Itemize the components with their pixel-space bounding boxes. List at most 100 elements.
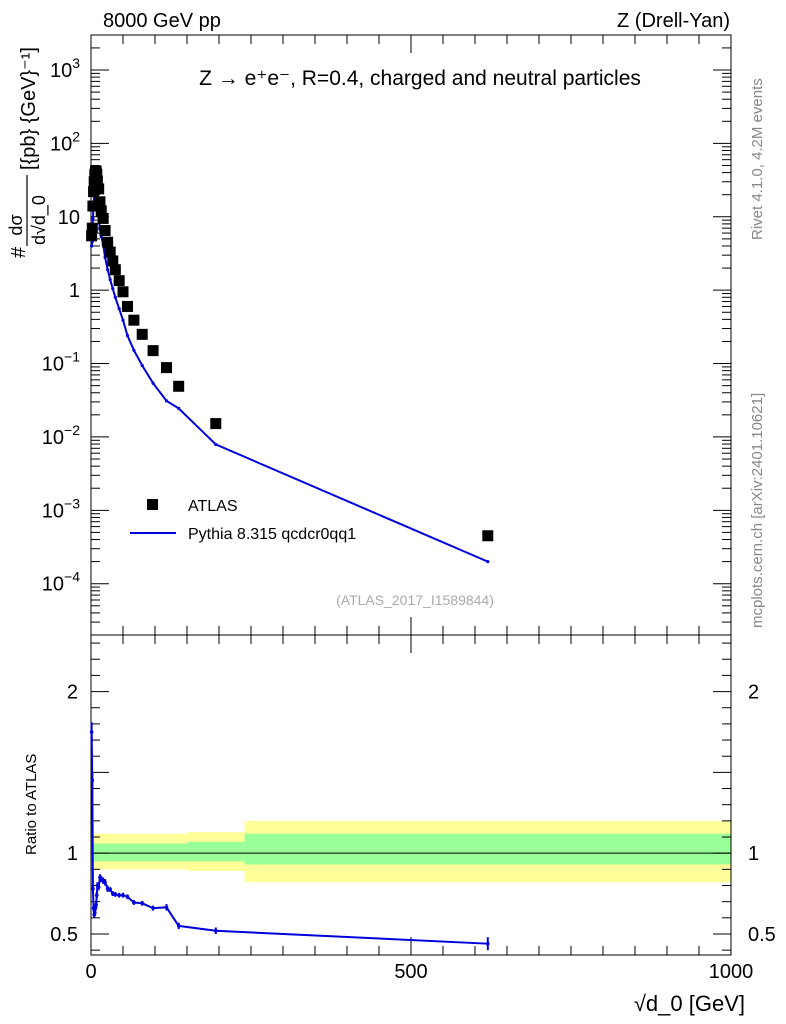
ratio-y-tick-label: 1 bbox=[67, 843, 78, 865]
ratio-y-tick-label-right: 0.5 bbox=[748, 924, 776, 946]
ratio-uncertainty-band bbox=[91, 820, 731, 883]
band-inner-segment bbox=[187, 841, 245, 862]
data-point bbox=[94, 196, 106, 208]
mc-point bbox=[177, 406, 181, 410]
ratio-y-tick-label: 0.5 bbox=[50, 924, 78, 946]
mc-point bbox=[117, 307, 121, 311]
data-series bbox=[86, 165, 494, 542]
y-label-hash: # bbox=[8, 246, 30, 258]
ratio-series bbox=[89, 722, 490, 951]
ratio-point bbox=[121, 893, 125, 898]
x-axis: 0 500 1000 bbox=[85, 35, 753, 983]
ratio-point bbox=[140, 901, 144, 906]
ratio-point bbox=[113, 892, 118, 897]
mc-point bbox=[125, 334, 130, 338]
data-point bbox=[136, 328, 148, 340]
main-y-tick-label: 10−2 bbox=[42, 422, 80, 449]
data-point bbox=[161, 362, 173, 374]
mc-point bbox=[106, 268, 110, 272]
data-point bbox=[102, 236, 114, 248]
data-point bbox=[104, 246, 116, 258]
data-point bbox=[87, 200, 99, 212]
mc-point bbox=[113, 295, 117, 299]
ratio-point bbox=[108, 887, 112, 892]
ratio-point bbox=[94, 893, 99, 898]
legend-mc-label: Pythia 8.315 qcdcr0qq1 bbox=[188, 526, 356, 543]
ratio-point bbox=[96, 885, 101, 889]
data-point bbox=[482, 530, 494, 542]
x-axis-label: √d_0 [GeV] bbox=[634, 991, 745, 1016]
main-y-axis-label: # dσ d√d_0 [{pb} {GeV}⁻¹] bbox=[6, 47, 50, 258]
header-left-label: 8000 GeV pp bbox=[103, 10, 221, 32]
band-inner-segment bbox=[244, 833, 731, 865]
data-point bbox=[97, 212, 109, 224]
ratio-point bbox=[164, 905, 169, 910]
rivet-label: Rivet 4.1.0, 4.2M events bbox=[749, 78, 766, 240]
ratio-point bbox=[214, 928, 218, 933]
y-label-denominator: d√d_0 bbox=[29, 195, 50, 245]
data-point bbox=[210, 418, 222, 430]
main-y-tick-label: 10−1 bbox=[42, 349, 80, 376]
plot-title: Z → e⁺e⁻, R=0.4, charged and neutral par… bbox=[199, 67, 641, 90]
x-tick-label: 0 bbox=[85, 961, 96, 983]
ratio-point bbox=[89, 730, 94, 734]
ratio-point bbox=[132, 900, 136, 905]
header-right-label: Z (Drell-Yan) bbox=[617, 10, 730, 32]
legend-data-label: ATLAS bbox=[188, 498, 238, 515]
data-point bbox=[113, 275, 125, 287]
ratio-y-tick-label-right: 2 bbox=[748, 682, 759, 704]
data-point bbox=[86, 230, 98, 242]
mcplots-label: mcplots.cern.ch [arXiv:2401.10621] bbox=[749, 393, 766, 628]
mc-point bbox=[214, 442, 218, 447]
main-y-tick-label: 1 bbox=[69, 280, 80, 302]
y-label-dsigma: dσ bbox=[6, 214, 26, 235]
main-panel-frame bbox=[90, 34, 732, 636]
main-y-tick-label: 10 bbox=[58, 207, 80, 229]
ratio-point bbox=[176, 924, 181, 928]
legend-data-marker bbox=[147, 499, 158, 510]
ratio-point bbox=[486, 941, 490, 946]
mc-point bbox=[486, 560, 490, 564]
y-label-units: [{pb} {GeV}⁻¹] bbox=[18, 47, 40, 170]
ratio-point bbox=[125, 895, 130, 899]
data-point bbox=[173, 380, 185, 392]
ratio-point bbox=[117, 893, 121, 898]
mc-point bbox=[111, 287, 115, 291]
mc-point bbox=[151, 381, 155, 385]
mc-point bbox=[108, 278, 112, 282]
ratio-point bbox=[90, 778, 95, 783]
ratio-point bbox=[151, 906, 155, 910]
data-point bbox=[109, 264, 121, 276]
ratio-panel-frame bbox=[90, 634, 732, 956]
data-point bbox=[91, 175, 103, 187]
ratio-y-axis-label: Ratio to ATLAS bbox=[23, 754, 40, 855]
ratio-point bbox=[103, 880, 107, 885]
mc-point bbox=[140, 363, 144, 368]
mc-point bbox=[132, 348, 136, 352]
ratio-y-tick-label: 2 bbox=[67, 682, 78, 704]
ratio-point bbox=[91, 886, 95, 891]
data-point bbox=[95, 205, 107, 217]
main-y-tick-label: 103 bbox=[50, 55, 80, 82]
ratio-y-axis: 2 2 1 1 0.5 0.5 bbox=[50, 642, 776, 951]
ratio-y-tick-label-right: 1 bbox=[748, 843, 759, 865]
x-tick-label: 500 bbox=[394, 961, 427, 983]
data-point bbox=[117, 286, 129, 298]
main-y-tick-label: 10−3 bbox=[42, 495, 80, 522]
main-y-tick-label: 102 bbox=[50, 128, 80, 155]
x-tick-label: 1000 bbox=[709, 961, 754, 983]
ratio-point bbox=[94, 903, 98, 907]
data-point bbox=[93, 183, 105, 195]
main-y-tick-label: 10−4 bbox=[42, 569, 80, 596]
data-point bbox=[147, 345, 159, 357]
ratio-point bbox=[93, 911, 97, 915]
data-point bbox=[128, 314, 140, 326]
data-point bbox=[121, 300, 133, 312]
data-point bbox=[91, 168, 103, 180]
mc-point bbox=[121, 318, 125, 322]
mc-point bbox=[90, 244, 94, 248]
mc-point bbox=[164, 399, 169, 403]
analysis-id: (ATLAS_2017_I1589844) bbox=[336, 592, 494, 608]
data-point bbox=[107, 255, 119, 267]
